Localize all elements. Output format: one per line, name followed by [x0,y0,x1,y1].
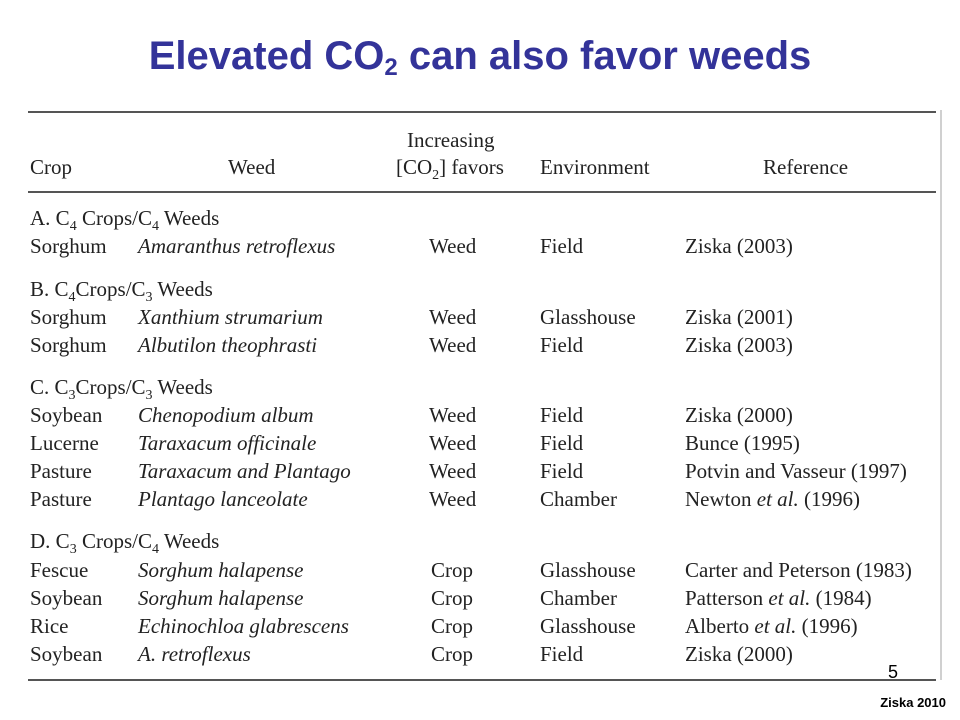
favors-cell: Crop [431,558,473,582]
favors-cell: Weed [429,487,477,511]
bottom-rule [28,679,936,681]
reference-cell: Potvin and Vasseur (1997) [685,459,907,483]
crop-cell: Sorghum [30,234,107,258]
environment-cell: Field [540,333,584,357]
favors-cell: Crop [431,642,473,666]
crop-cell: Sorghum [30,305,107,329]
header-weed: Weed [228,155,276,179]
weed-cell: Chenopodium album [138,403,314,427]
header-favors-line1: Increasing [407,128,495,152]
weed-cell: A. retroflexus [138,642,251,666]
header-environment: Environment [540,155,650,179]
reference-cell: Alberto et al. (1996) [685,614,858,638]
environment-cell: Chamber [540,586,617,610]
weed-cell: Amaranthus retroflexus [138,234,336,258]
crop-cell: Soybean [30,586,103,610]
group-heading: D. C3 Crops/C4 Weeds [30,529,220,558]
reference-cell: Patterson et al. (1984) [685,586,872,610]
header-reference: Reference [763,155,849,179]
reference-cell: Ziska (2003) [685,333,793,357]
crop-cell: Fescue [30,558,89,582]
favors-cell: Weed [429,403,477,427]
environment-cell: Glasshouse [540,305,636,329]
group-heading: B. C4Crops/C3 Weeds [30,277,213,306]
favors-cell: Weed [429,431,477,455]
crop-cell: Pasture [30,487,92,511]
environment-cell: Field [540,431,584,455]
weed-cell: Sorghum halapense [138,586,304,610]
reference-cell: Ziska (2001) [685,305,793,329]
environment-cell: Glasshouse [540,614,636,638]
crop-cell: Rice [30,614,69,638]
environment-cell: Glasshouse [540,558,636,582]
header-crop: Crop [30,155,72,179]
favors-cell: Weed [429,234,477,258]
slide-title: Elevated CO2 can also favor weeds [148,34,812,81]
favors-cell: Weed [429,333,477,357]
weed-cell: Taraxacum and Plantago [138,459,351,483]
group-heading: A. C4 Crops/C4 Weeds [30,206,220,235]
weed-cell: Echinochloa glabrescens [138,614,349,638]
reference-cell: Carter and Peterson (1983) [685,558,912,582]
favors-cell: Crop [431,614,473,638]
weed-cell: Sorghum halapense [138,558,304,582]
reference-cell: Bunce (1995) [685,431,800,455]
crop-cell: Soybean [30,642,103,666]
source-credit: Ziska 2010 [880,695,946,710]
crop-cell: Soybean [30,403,103,427]
crop-cell: Sorghum [30,333,107,357]
favors-cell: Weed [429,305,477,329]
group-heading: C. C3Crops/C3 Weeds [30,375,213,404]
reference-cell: Ziska (2000) [685,642,793,666]
weed-cell: Xanthium strumarium [138,305,323,329]
environment-cell: Field [540,403,584,427]
environment-cell: Field [540,642,584,666]
favors-cell: Weed [429,459,477,483]
favors-cell: Crop [431,586,473,610]
reference-cell: Ziska (2003) [685,234,793,258]
environment-cell: Chamber [540,487,617,511]
table-edge-shadow [940,110,942,680]
page-number: 5 [888,662,899,682]
reference-cell: Newton et al. (1996) [685,487,860,511]
weed-cell: Plantago lanceolate [138,487,308,511]
weed-cell: Taraxacum officinale [138,431,317,455]
environment-cell: Field [540,234,584,258]
crop-cell: Lucerne [30,431,99,455]
environment-cell: Field [540,459,584,483]
header-rule [28,191,936,193]
header-favors-line2: [CO2] favors [396,155,504,184]
weed-cell: Albutilon theophrasti [138,333,318,357]
reference-cell: Ziska (2000) [685,403,793,427]
top-rule [28,111,936,113]
crop-cell: Pasture [30,459,92,483]
